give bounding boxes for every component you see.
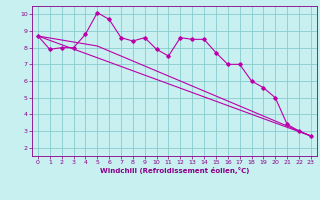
X-axis label: Windchill (Refroidissement éolien,°C): Windchill (Refroidissement éolien,°C) xyxy=(100,167,249,174)
